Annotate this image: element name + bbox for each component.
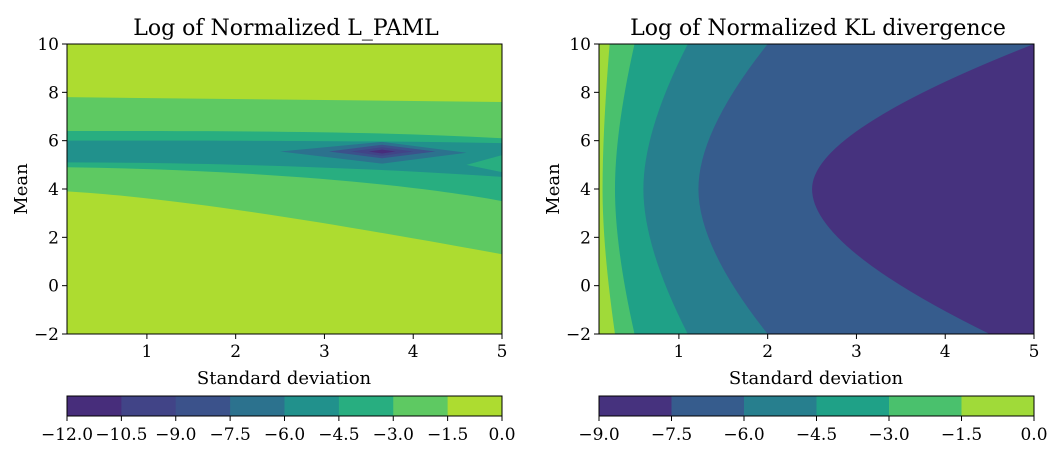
x-tick-label: 5: [1029, 342, 1040, 362]
y-axis-ticks: −2 0 2 4 6 8 10: [566, 35, 599, 345]
colorbar-tick-label: −6.0: [264, 425, 305, 445]
colorbar-tick-label: −3.0: [373, 425, 414, 445]
colorbar-tick-label: −6.0: [723, 425, 764, 445]
y-tick-label: 2: [580, 228, 591, 248]
colorbar-tick-label: −12.0: [41, 425, 93, 445]
x-axis-label: Standard deviation: [729, 368, 904, 389]
x-axis-ticks: 1 2 3 4 5: [141, 334, 507, 362]
contour-region: [368, 149, 396, 154]
colorbar-tick-label: −9.0: [155, 425, 196, 445]
colorbar: −9.0 −7.5 −6.0 −4.5 −3.0 −1.5 0.0: [578, 395, 1048, 445]
colorbar-tick-label: −3.0: [868, 425, 909, 445]
colorbar-segment: [889, 396, 962, 416]
colorbar-segment: [121, 396, 177, 416]
y-tick-label: −2: [566, 325, 591, 345]
x-tick-label: 5: [497, 342, 508, 362]
colorbar-segment: [284, 396, 340, 416]
x-tick-label: 4: [940, 342, 951, 362]
y-tick-label: 2: [48, 228, 59, 248]
y-tick-label: 6: [48, 132, 59, 152]
colorbar-segment: [175, 396, 231, 416]
colorbar-tick-label: −1.5: [427, 425, 468, 445]
x-tick-label: 2: [230, 342, 241, 362]
colorbar-tick-label: −4.5: [796, 425, 837, 445]
colorbar-segment: [671, 396, 745, 416]
colorbar-segment: [816, 396, 890, 416]
colorbar-segment: [447, 396, 503, 416]
y-tick-label: 4: [48, 180, 59, 200]
x-tick-label: 3: [319, 342, 330, 362]
colorbar-tick-label: −4.5: [318, 425, 359, 445]
x-tick-label: 1: [673, 342, 684, 362]
x-tick-label: 4: [408, 342, 419, 362]
y-tick-label: 4: [580, 180, 591, 200]
contour-fills: [599, 44, 1034, 334]
x-axis-ticks: 1 2 3 4 5: [673, 334, 1039, 362]
colorbar-tick-label: −10.5: [95, 425, 147, 445]
y-tick-label: 0: [580, 277, 591, 297]
y-tick-label: 0: [48, 277, 59, 297]
y-tick-label: 8: [580, 83, 591, 103]
colorbar-segment: [67, 396, 122, 416]
y-tick-label: 8: [48, 83, 59, 103]
colorbar-tick-label: 0.0: [1020, 425, 1047, 445]
x-tick-label: 2: [762, 342, 773, 362]
colorbar-segment: [230, 396, 285, 416]
y-tick-label: 10: [569, 35, 591, 55]
y-tick-label: 6: [580, 132, 591, 152]
colorbar-segment: [338, 396, 394, 416]
plot-kl-divergence: Log of Normalized KL divergence 1 2 3 4 5 −2…: [543, 16, 1048, 445]
y-tick-label: 10: [37, 35, 59, 55]
y-tick-label: −2: [34, 325, 59, 345]
colorbar-segment: [393, 396, 449, 416]
colorbar-tick-label: −1.5: [941, 425, 982, 445]
contour-region: [812, 44, 1034, 334]
contour-fills: [67, 44, 502, 334]
y-axis-label: Mean: [543, 163, 564, 215]
colorbar-tick-label: −7.5: [209, 425, 250, 445]
x-tick-label: 3: [851, 342, 862, 362]
colorbar: −12.0 −10.5 −9.0 −7.5 −6.0 −4.5 −3.0 −1.5 0.0: [41, 395, 516, 445]
colorbar-segment: [961, 396, 1035, 416]
plot-l-paml: Log of Normalized L_PAML 1 2 3 4 5 −2 0 2 4 6 8 10…: [11, 16, 516, 445]
colorbar-segment: [599, 396, 672, 416]
colorbar-segment: [744, 396, 817, 416]
colorbar-tick-label: −9.0: [578, 425, 619, 445]
colorbar-tick-label: −7.5: [651, 425, 692, 445]
x-axis-label: Standard deviation: [197, 368, 372, 389]
plot-title: Log of Normalized KL divergence: [630, 16, 1006, 41]
y-axis-label: Mean: [11, 163, 32, 215]
x-tick-label: 1: [141, 342, 152, 362]
plot-title: Log of Normalized L_PAML: [133, 16, 439, 41]
y-axis-ticks: −2 0 2 4 6 8 10: [34, 35, 67, 345]
colorbar-tick-label: 0.0: [488, 425, 515, 445]
